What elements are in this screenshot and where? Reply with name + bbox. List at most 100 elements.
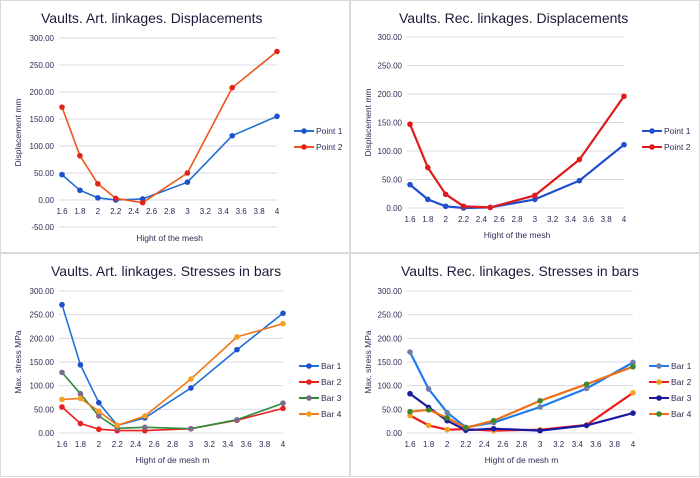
legend-label: Bar 2 <box>321 377 342 387</box>
data-point <box>234 346 240 353</box>
legend-swatch-marker <box>306 395 312 401</box>
data-point <box>425 164 431 171</box>
y-tick-label: 200.00 <box>378 90 403 99</box>
x-tick-label: 2.2 <box>458 215 470 224</box>
y-axis-label: Displacement mm <box>13 98 23 166</box>
x-tick-label: 3.2 <box>547 215 559 224</box>
legend-item: Bar 1 <box>299 361 342 371</box>
data-point <box>59 104 65 110</box>
x-tick-label: 3.6 <box>241 440 253 449</box>
legend-item: Bar 1 <box>649 361 692 371</box>
y-tick-label: 250.00 <box>378 62 403 71</box>
chart-svg: 0.00 50.00 100.00 150.00 200.00 250.00 300.00 1… <box>363 33 691 240</box>
x-tick-label: 2.8 <box>511 215 523 224</box>
legend-label: Bar 1 <box>671 361 692 371</box>
legend-label: Bar 3 <box>321 393 342 403</box>
data-point <box>462 424 469 431</box>
data-point <box>425 196 431 203</box>
y-tick-label: 200.00 <box>30 88 55 97</box>
x-tick-label: 2 <box>96 207 101 216</box>
x-tick-label: 2 <box>445 440 450 449</box>
x-tick-label: 2.4 <box>479 440 491 449</box>
data-point <box>583 381 590 388</box>
y-tick-label: 300.00 <box>30 287 55 296</box>
chart-title: Vaults. Art. linkages. Displacements <box>41 10 263 26</box>
data-point <box>425 422 432 429</box>
data-point <box>407 349 413 355</box>
data-point <box>184 179 191 185</box>
series-line-bar-3 <box>61 371 284 430</box>
legend-item: Bar 3 <box>299 393 342 403</box>
x-tick-label: 1.6 <box>404 215 416 224</box>
y-tick-label: 250.00 <box>30 311 55 320</box>
data-point <box>77 420 84 427</box>
data-point <box>630 410 636 416</box>
data-point <box>112 195 119 202</box>
legend-label: Bar 4 <box>321 409 342 419</box>
data-point <box>444 415 450 421</box>
y-tick-label: 100.00 <box>378 382 403 391</box>
x-tick-label: 2.2 <box>460 440 472 449</box>
data-point <box>280 400 286 406</box>
series-line-bar-1 <box>61 304 284 427</box>
legend-item: Bar 4 <box>649 409 692 419</box>
x-tick-label: 3.8 <box>601 215 613 224</box>
x-tick-label: 3.4 <box>222 440 234 449</box>
y-tick-label: 50.00 <box>382 405 403 414</box>
data-point <box>96 408 102 415</box>
y-tick-label: 150.00 <box>30 358 55 367</box>
y-tick-label: 0.00 <box>386 204 402 213</box>
x-tick-label: 2 <box>443 215 448 224</box>
data-point <box>583 422 590 429</box>
y-tick-label: 150.00 <box>378 358 403 367</box>
x-tick-label: 4 <box>631 440 636 449</box>
x-tick-label: 1.8 <box>422 215 434 224</box>
data-point <box>532 196 538 203</box>
chart-panel-rec-displacements: Vaults. Rec. linkages. Displacements 0.0… <box>350 0 700 253</box>
legend-swatch-marker <box>306 411 312 417</box>
chart-panel-art-stresses: Vaults. Art. linkages. Stresses in bars … <box>0 253 350 477</box>
legend-swatch-marker <box>306 363 312 369</box>
y-axis-label: Max. stress MPa <box>363 330 373 394</box>
y-tick-label: 50.00 <box>34 169 55 178</box>
legend-swatch-marker <box>301 128 307 134</box>
data-point <box>77 362 84 368</box>
data-point <box>59 301 65 308</box>
legend-item: Point 2 <box>294 142 343 152</box>
data-point <box>444 409 450 416</box>
legend-swatch-marker <box>656 411 662 417</box>
x-tick-label: 2 <box>97 440 102 449</box>
x-tick-label: 3.2 <box>204 440 216 449</box>
data-point <box>630 363 636 370</box>
legend-label: Point 1 <box>664 126 691 136</box>
data-point <box>142 413 148 419</box>
x-tick-label: 3.2 <box>200 207 212 216</box>
y-tick-label: 100.00 <box>30 142 55 151</box>
data-point <box>537 427 543 434</box>
x-axis-label: Hight of the mesh <box>484 230 551 240</box>
x-axis-label: Hight of de mesh m <box>485 455 559 465</box>
x-tick-label: 1.8 <box>423 440 435 449</box>
x-tick-label: 2.6 <box>149 440 161 449</box>
x-tick-label: 2.4 <box>130 440 142 449</box>
data-point <box>407 121 413 128</box>
x-tick-label: 3.8 <box>254 207 266 216</box>
chart-title: Vaults. Art. linkages. Stresses in bars <box>51 263 282 279</box>
y-tick-label: 0.00 <box>386 429 402 438</box>
y-tick-label: 150.00 <box>30 115 55 124</box>
data-point <box>407 181 413 188</box>
data-point <box>537 398 543 404</box>
y-tick-label: 300.00 <box>30 34 55 43</box>
data-point <box>77 395 84 402</box>
data-point <box>621 141 627 148</box>
data-point <box>114 422 121 429</box>
data-point <box>630 359 636 366</box>
data-point <box>229 84 236 91</box>
x-tick-label: 3.6 <box>583 215 595 224</box>
data-point <box>234 416 240 423</box>
data-point <box>77 390 84 397</box>
x-tick-label: 2.8 <box>516 440 528 449</box>
y-tick-label: 0.00 <box>38 196 54 205</box>
x-axis-label: Hight of de mesh m <box>136 455 210 465</box>
legend-item: Bar 3 <box>649 393 692 403</box>
